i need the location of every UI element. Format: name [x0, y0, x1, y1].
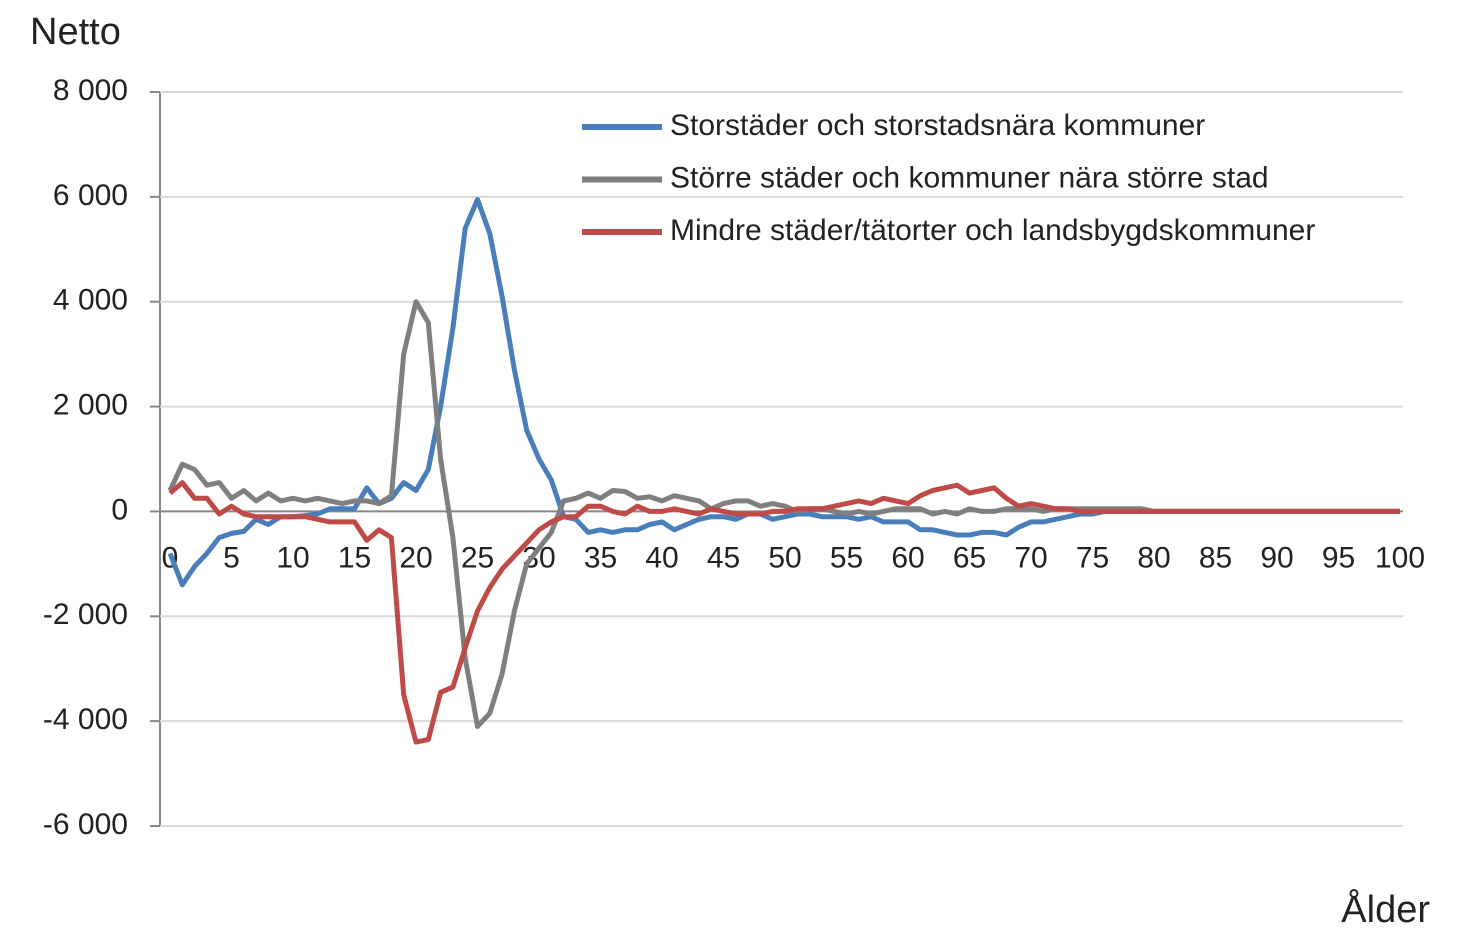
x-tick-label: 20: [399, 541, 432, 574]
y-tick-label: 0: [111, 493, 128, 526]
x-tick-label: 65: [953, 541, 986, 574]
x-tick-label: 85: [1199, 541, 1232, 574]
y-tick-label: 2 000: [53, 388, 128, 421]
x-tick-label: 60: [891, 541, 924, 574]
y-tick-label: -2 000: [43, 598, 128, 631]
y-tick-label: 4 000: [53, 284, 128, 317]
x-tick-label: 95: [1322, 541, 1355, 574]
legend-label: Mindre städer/tätorter och landsbygdskom…: [670, 214, 1315, 247]
x-tick-label: 80: [1137, 541, 1170, 574]
x-tick-label: 10: [276, 541, 309, 574]
series-line: [167, 299, 1400, 729]
x-tick-label: 70: [1014, 541, 1047, 574]
x-tick-label: 15: [338, 541, 371, 574]
x-tick-label: 5: [223, 541, 240, 574]
x-tick-label: 55: [830, 541, 863, 574]
series-line: [168, 480, 1400, 745]
y-tick-label: -4 000: [43, 703, 128, 736]
legend-label: Storstäder och storstadsnära kommuner: [670, 109, 1205, 142]
y-tick-label: 8 000: [53, 74, 128, 107]
x-axis-label: Ålder: [1341, 887, 1430, 931]
x-tick-label: 50: [768, 541, 801, 574]
x-tick-label: 35: [584, 541, 617, 574]
series-line: [167, 197, 1400, 588]
legend-label: Större städer och kommuner nära större s…: [670, 161, 1269, 194]
y-tick-label: -6 000: [43, 808, 128, 841]
x-tick-label: 75: [1076, 541, 1109, 574]
y-axis-label: Netto: [30, 11, 121, 53]
x-tick-label: 25: [461, 541, 494, 574]
x-tick-label: 45: [707, 541, 740, 574]
x-tick-label: 40: [645, 541, 678, 574]
y-tick-label: 6 000: [53, 179, 128, 212]
x-tick-label: 90: [1260, 541, 1293, 574]
x-tick-label: 100: [1375, 541, 1425, 574]
